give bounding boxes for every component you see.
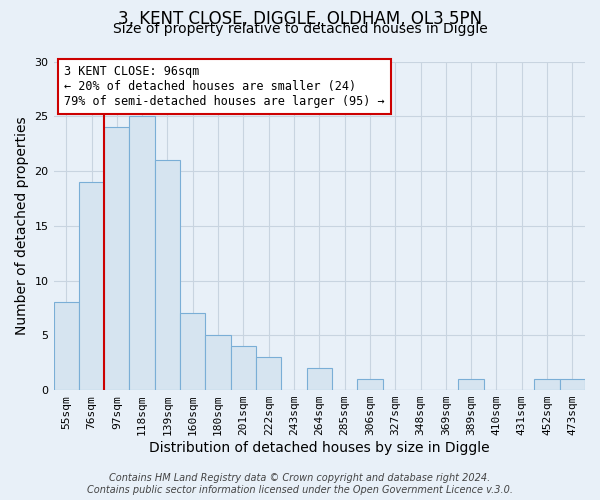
Text: Contains HM Land Registry data © Crown copyright and database right 2024.
Contai: Contains HM Land Registry data © Crown c… (87, 474, 513, 495)
Bar (155, 160, 180, 390)
Bar (205, 336, 230, 390)
Text: Size of property relative to detached houses in Diggle: Size of property relative to detached ho… (113, 22, 487, 36)
Bar (53, 302, 79, 390)
Bar (307, 368, 332, 390)
Text: 3 KENT CLOSE: 96sqm
← 20% of detached houses are smaller (24)
79% of semi-detach: 3 KENT CLOSE: 96sqm ← 20% of detached ho… (64, 65, 385, 108)
X-axis label: Distribution of detached houses by size in Diggle: Distribution of detached houses by size … (149, 441, 490, 455)
Y-axis label: Number of detached properties: Number of detached properties (15, 116, 29, 335)
Bar (535, 379, 560, 390)
Text: 3, KENT CLOSE, DIGGLE, OLDHAM, OL3 5PN: 3, KENT CLOSE, DIGGLE, OLDHAM, OL3 5PN (118, 10, 482, 28)
Bar (104, 127, 130, 390)
Bar (180, 314, 205, 390)
Bar (357, 379, 383, 390)
Bar (230, 346, 256, 390)
Bar (79, 182, 104, 390)
Bar (560, 379, 585, 390)
Bar (458, 379, 484, 390)
Bar (256, 357, 281, 390)
Bar (130, 116, 155, 390)
